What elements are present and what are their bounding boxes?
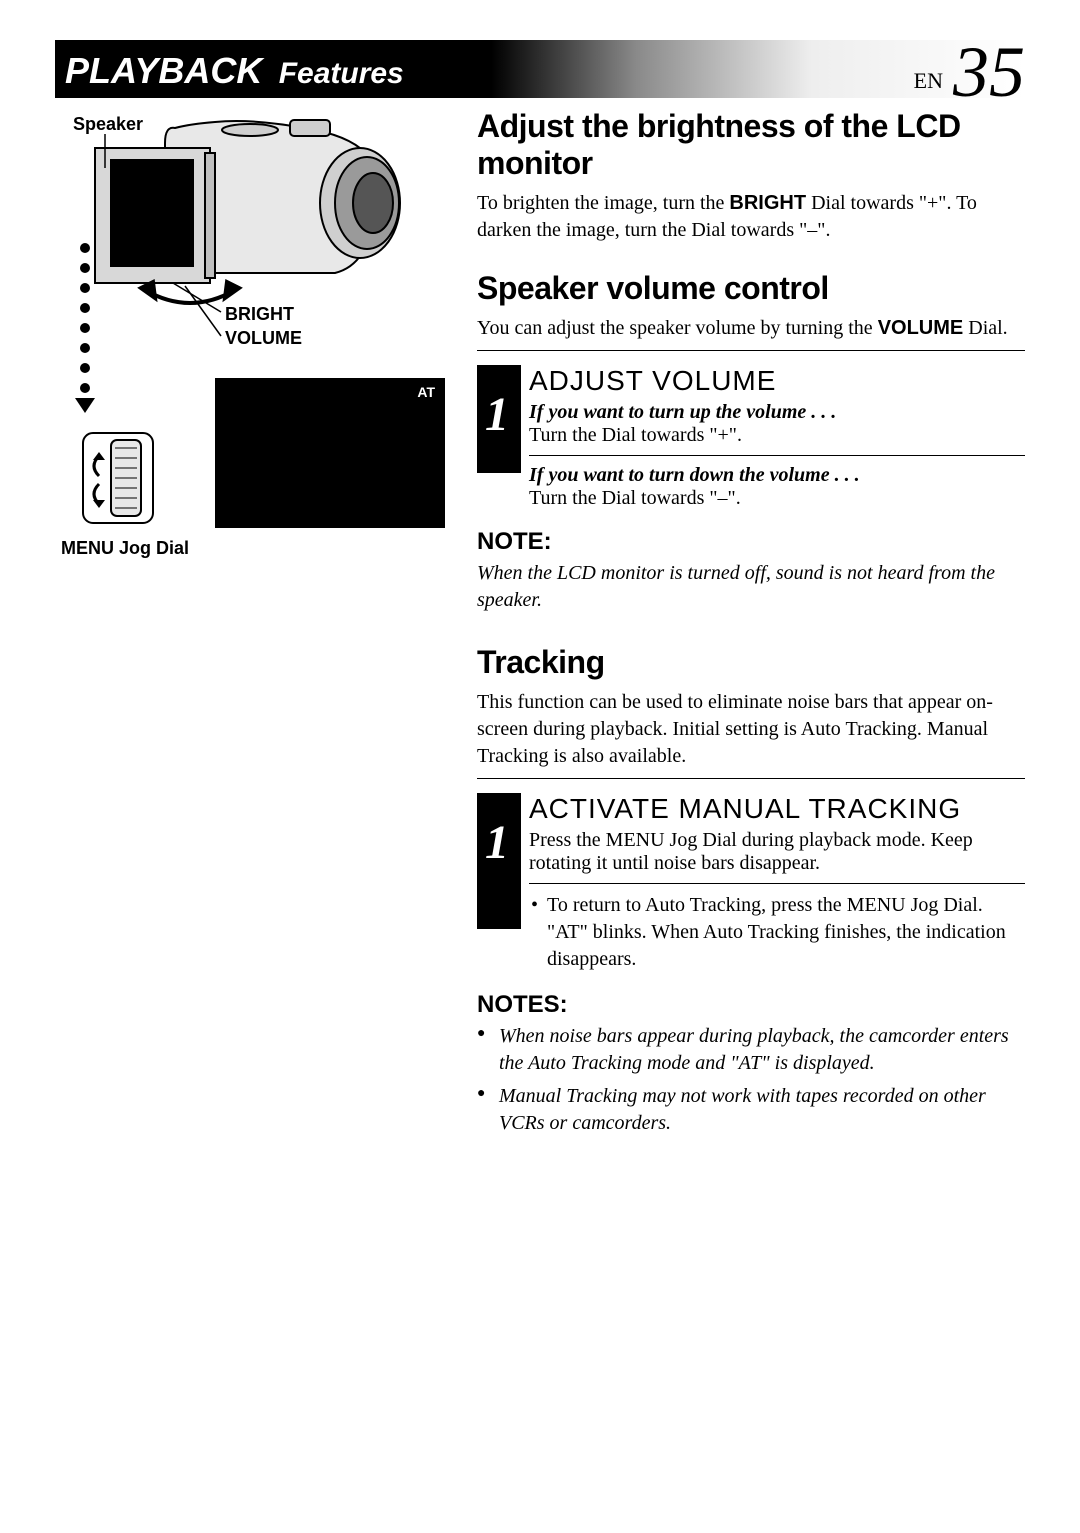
manual-page: PLAYBACK Features EN 35 Speaker BRIGHT V… [0, 0, 1080, 1183]
notes-heading: NOTES: [477, 991, 1025, 1019]
step-content: ADJUST VOLUME If you want to turn up the… [529, 365, 1025, 510]
step-heading: ADJUST VOLUME [529, 365, 1025, 397]
header-features: Features [270, 57, 403, 90]
volume-down-label: If you want to turn down the volume . . … [529, 464, 1025, 487]
note-body: When the LCD monitor is turned off, soun… [477, 560, 1025, 614]
tracking-body: This function can be used to eliminate n… [477, 689, 1025, 770]
page-lang: EN [914, 68, 943, 94]
divider [477, 350, 1025, 351]
heading-tracking: Tracking [477, 644, 1025, 681]
header-bar: PLAYBACK Features EN 35 [55, 40, 1025, 98]
tracking-note: When noise bars appear during playback, … [477, 1023, 1025, 1077]
step-heading: ACTIVATE MANUAL TRACKING [529, 793, 1025, 825]
volume-up-label: If you want to turn up the volume . . . [529, 401, 1025, 424]
tracking-note: Manual Tracking may not work with tapes … [477, 1083, 1025, 1137]
heading-speaker: Speaker volume control [477, 270, 1025, 307]
volume-up-text: Turn the Dial towards "+". [529, 424, 1025, 447]
right-column: Adjust the brightness of the LCD monitor… [477, 108, 1025, 1143]
volume-down-text: Turn the Dial towards "–". [529, 487, 1025, 510]
page-number: 35 [953, 31, 1025, 114]
content-columns: Speaker BRIGHT VOLUME AT MENU Jog Dial [55, 108, 1025, 1143]
left-column: Speaker BRIGHT VOLUME AT MENU Jog Dial [55, 108, 445, 1143]
camcorder-diagram: Speaker BRIGHT VOLUME AT MENU Jog Dial [55, 108, 445, 568]
brightness-body: To brighten the image, turn the BRIGHT D… [477, 190, 1025, 244]
step-content: ACTIVATE MANUAL TRACKING Press the MENU … [529, 793, 1025, 973]
tracking-notes-list: When noise bars appear during playback, … [477, 1023, 1025, 1137]
divider [529, 455, 1025, 456]
speaker-body: You can adjust the speaker volume by tur… [477, 315, 1025, 342]
note-heading: NOTE: [477, 528, 1025, 556]
tracking-return-bullet: To return to Auto Tracking, press the ME… [529, 892, 1025, 973]
step-adjust-volume: 1 ADJUST VOLUME If you want to turn up t… [477, 365, 1025, 510]
divider [477, 778, 1025, 779]
step-manual-tracking: 1 ACTIVATE MANUAL TRACKING Press the MEN… [477, 793, 1025, 973]
tracking-step-text: Press the MENU Jog Dial during playback … [529, 829, 1025, 875]
diagram-svg [55, 108, 445, 568]
header-playback: PLAYBACK [65, 50, 262, 91]
step-number: 1 [485, 387, 509, 442]
header-title: PLAYBACK Features [65, 50, 404, 92]
divider [529, 883, 1025, 884]
heading-brightness: Adjust the brightness of the LCD monitor [477, 108, 1025, 182]
step-number: 1 [485, 815, 509, 870]
